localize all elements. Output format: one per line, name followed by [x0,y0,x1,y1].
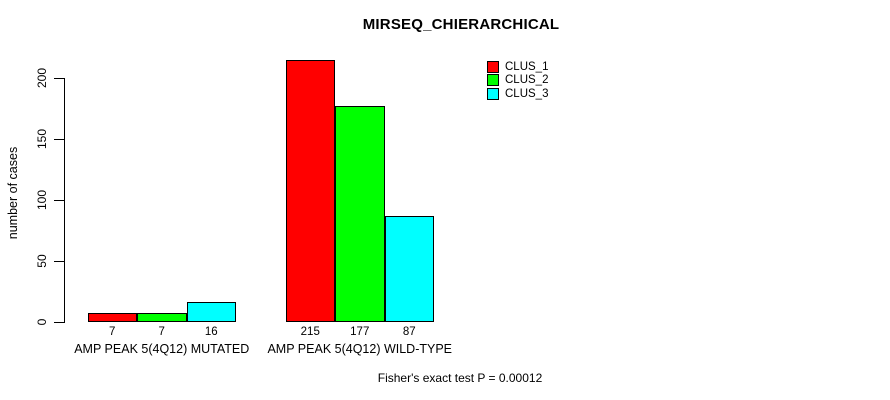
legend-swatch [487,60,499,73]
bar [87,313,137,322]
y-tick-mark [54,200,64,201]
legend-swatch [487,74,499,87]
legend-item: CLUS_1 [487,60,548,74]
bar [285,60,335,322]
bar-value-label: 16 [204,326,218,338]
bar-value-label: 87 [402,326,416,338]
bar [384,216,434,322]
bar-value-label: 7 [109,326,116,338]
legend-swatch [487,87,499,100]
legend-label: CLUS_1 [505,60,549,73]
legend-label: CLUS_2 [505,74,549,87]
chart-title: MIRSEQ_CHIERARCHICAL [362,16,560,33]
y-tick-mark [54,322,64,323]
y-tick-label: 150 [35,128,49,150]
bar-value-label: 177 [350,326,370,338]
y-tick-mark [54,261,64,262]
y-tick-label: 50 [35,254,49,268]
category-label: AMP PEAK 5(4Q12) WILD-TYPE [267,342,453,356]
y-axis-label: number of cases [6,146,20,240]
fisher-test-annotation: Fisher's exact test P = 0.00012 [377,371,543,385]
legend: CLUS_1 CLUS_2 CLUS_3 [487,60,548,101]
bar [335,106,385,322]
bar-value-label: 215 [300,326,320,338]
legend-item: CLUS_3 [487,87,548,101]
y-tick-label: 100 [35,189,49,211]
bar [137,313,187,322]
y-axis-line [64,78,65,323]
legend-item: CLUS_2 [487,74,548,88]
category-label: AMP PEAK 5(4Q12) MUTATED [74,342,250,356]
y-tick-mark [54,78,64,79]
y-tick-mark [54,139,64,140]
bar-value-label: 7 [158,326,165,338]
bar [186,302,236,322]
legend-label: CLUS_3 [505,87,549,100]
y-tick-label: 0 [35,318,49,326]
y-tick-label: 200 [35,67,49,89]
